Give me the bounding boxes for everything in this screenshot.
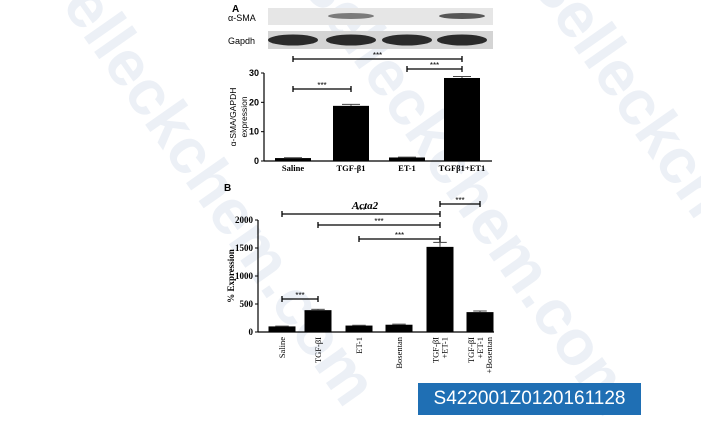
x-tick-label-line: TGF-βI <box>313 337 323 363</box>
x-tick-label: TGF-βI+ET-1+Bosentan <box>466 336 494 373</box>
x-tick-label-line: +ET-1 <box>440 337 450 358</box>
blot-strip-sma <box>268 8 493 25</box>
bar <box>385 324 413 332</box>
y-tick-label: 1500 <box>235 243 254 253</box>
bar <box>345 325 373 332</box>
blot-band <box>382 34 432 46</box>
x-tick-label: TGF-β1 <box>336 163 365 173</box>
x-tick-label: TGFβ1+ET1 <box>439 163 486 173</box>
panel-b-label: B <box>224 183 231 194</box>
bar <box>333 105 369 161</box>
chart-title: Acta2 <box>351 200 379 212</box>
x-tick-label-line: TGF-βI <box>466 337 476 363</box>
significance-label: *** <box>455 196 464 205</box>
image-id-badge: S422001Z0120161128 <box>418 383 641 415</box>
blot-band <box>439 13 485 19</box>
significance-label: *** <box>373 51 382 60</box>
x-tick-label: TGF-βI+ET-1 <box>431 337 450 363</box>
x-tick-label-line: +ET-1 <box>475 337 485 358</box>
significance-label: *** <box>295 291 304 300</box>
bar <box>466 312 494 332</box>
bar <box>389 157 425 161</box>
y-axis-label: α-SMA/GAPDHexpression <box>228 88 249 147</box>
bar <box>426 246 454 332</box>
y-tick-label: 10 <box>249 127 259 137</box>
x-tick-label-line: TGF-βI <box>431 337 441 363</box>
bar <box>444 77 480 161</box>
blot-band <box>328 13 374 19</box>
significance-label: *** <box>395 231 404 240</box>
bar <box>268 326 296 332</box>
blot-band <box>326 34 376 46</box>
bar <box>275 158 311 161</box>
y-tick-label: 20 <box>249 97 259 107</box>
significance-label: *** <box>356 206 365 215</box>
panel-a-label: A <box>232 4 239 15</box>
significance-label: *** <box>317 81 326 90</box>
x-tick-label: Saline <box>277 337 287 358</box>
y-tick-label: 0 <box>249 327 254 337</box>
bar <box>304 310 332 332</box>
x-tick-label: ET-1 <box>398 163 416 173</box>
y-tick-label: 2000 <box>235 215 254 225</box>
x-tick-label: TGF-βI <box>313 337 323 363</box>
x-tick-label: Saline <box>282 163 304 173</box>
y-tick-label: 0 <box>254 156 259 166</box>
y-tick-label: 1000 <box>235 271 254 281</box>
blot-label: α-SMA <box>228 13 256 23</box>
significance-label: *** <box>374 217 383 226</box>
x-tick-label-line: Saline <box>277 337 287 358</box>
y-axis-label-line: α-SMA/GAPDH <box>228 88 238 147</box>
blot-band <box>268 34 318 46</box>
x-tick-label: Bosentan <box>394 336 404 368</box>
y-tick-label: 500 <box>240 299 254 309</box>
blot-label: Gapdh <box>228 36 255 46</box>
y-axis-label: % Expression <box>226 249 236 303</box>
y-tick-label: 30 <box>249 68 259 78</box>
blot-strip-gapdh <box>268 31 493 49</box>
x-tick-label-line: Bosentan <box>394 336 404 368</box>
x-tick-label: ET-1 <box>354 337 364 354</box>
significance-label: *** <box>430 61 439 70</box>
x-tick-label-line: ET-1 <box>354 337 364 354</box>
blot-band <box>437 34 487 46</box>
x-tick-label-line: +Bosentan <box>484 336 494 373</box>
y-axis-label-line: expression <box>239 96 249 137</box>
